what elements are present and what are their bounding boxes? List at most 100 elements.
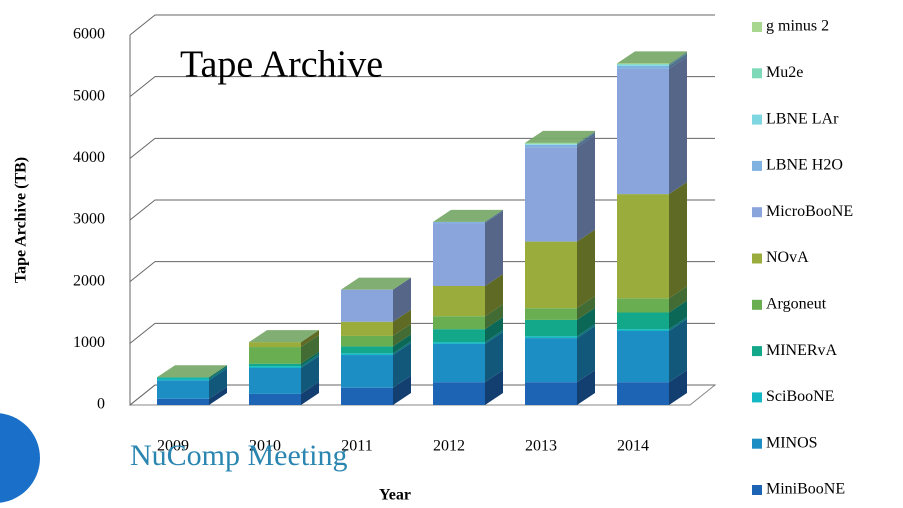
bar-segment <box>525 338 577 383</box>
bar-segment <box>617 194 669 299</box>
bar-segment <box>341 321 393 336</box>
bar-side <box>209 386 227 405</box>
bar-side <box>669 300 687 330</box>
bar-side <box>393 343 411 388</box>
bar-segment <box>525 147 577 242</box>
x-tick-label: 2012 <box>433 438 465 455</box>
bar-side <box>669 51 687 64</box>
bar-side <box>209 365 227 379</box>
bar-segment <box>157 377 209 379</box>
bar-side <box>393 334 411 354</box>
bar-segment <box>617 382 669 405</box>
bar-side <box>669 51 687 65</box>
bar-side <box>209 366 227 381</box>
bar-segment <box>157 380 209 399</box>
bar-top <box>433 209 503 222</box>
bar-side <box>577 326 595 383</box>
bar-segment <box>157 378 209 381</box>
bar-side <box>393 323 411 347</box>
bar-segment <box>433 223 485 286</box>
bar-segment <box>249 393 301 405</box>
bar-segment <box>617 329 669 331</box>
bar-segment <box>525 319 577 337</box>
bar-side <box>577 131 595 145</box>
bar-segment <box>433 316 485 330</box>
bar-segment <box>525 144 577 145</box>
bar-side <box>485 370 503 405</box>
y-tick-label: 5000 <box>73 87 105 104</box>
bar-side <box>209 368 227 399</box>
bar-side <box>669 53 687 69</box>
bar-segment <box>617 312 669 330</box>
bar-segment <box>525 142 577 144</box>
bar-segment <box>433 342 485 344</box>
legend-swatch <box>752 68 762 79</box>
bar-side <box>577 370 595 405</box>
bar-segment <box>617 65 669 69</box>
bar-side <box>577 324 595 339</box>
bar-side <box>301 351 319 367</box>
bar-top <box>617 51 687 64</box>
bar-segment <box>433 285 485 317</box>
x-tick-label: 2009 <box>157 438 189 455</box>
legend-label: MINOS <box>766 434 818 451</box>
bar-side <box>393 277 411 322</box>
bar-segment <box>525 144 577 148</box>
legend-swatch <box>752 253 762 264</box>
bar-segment <box>617 298 669 313</box>
bar-side <box>301 381 319 405</box>
bar-segment <box>617 68 669 195</box>
bar-segment <box>433 343 485 383</box>
y-tick-label: 2000 <box>73 272 105 289</box>
bar-segment <box>617 64 669 66</box>
bar-segment <box>249 342 301 348</box>
x-axis-label: Year <box>379 487 411 504</box>
legend-label: Mu2e <box>766 64 803 81</box>
bar-side <box>577 130 595 144</box>
bar-segment <box>433 221 485 224</box>
bar-segment <box>341 355 393 388</box>
bar-side <box>485 209 503 224</box>
bar-segment <box>617 63 669 65</box>
bar-top <box>525 130 595 143</box>
bar-side <box>669 370 687 405</box>
bar-side <box>669 52 687 66</box>
bar-top <box>249 330 319 343</box>
x-tick-label: 2010 <box>249 438 281 455</box>
bar-segment <box>617 331 669 383</box>
bar-side <box>577 132 595 148</box>
y-tick-label: 6000 <box>73 26 105 43</box>
legend-label: Argoneut <box>766 295 827 312</box>
bar-side <box>577 132 595 145</box>
bar-side <box>485 330 503 344</box>
legend-label: g minus 2 <box>766 18 829 35</box>
y-axis-label: Tape Archive (TB) <box>13 157 30 283</box>
legend-swatch <box>752 346 762 357</box>
bar-segment <box>525 382 577 405</box>
legend-label: SciBooNE <box>766 388 834 405</box>
bar-side <box>669 56 687 195</box>
annotation: NuComp Meeting <box>130 439 348 472</box>
bar-side <box>485 273 503 317</box>
legend-swatch <box>752 22 762 32</box>
bar-segment <box>341 387 393 405</box>
bar-segment <box>525 308 577 320</box>
bar-top <box>341 277 411 290</box>
legend-swatch <box>752 485 762 495</box>
bar-side <box>669 286 687 313</box>
bar-side <box>393 309 411 336</box>
legend-swatch <box>752 392 762 403</box>
legend-swatch <box>752 160 762 171</box>
grid-line <box>129 14 715 36</box>
bar-segment <box>617 63 669 64</box>
legend-swatch <box>752 299 762 310</box>
bar-side <box>669 319 687 383</box>
bar-segment <box>249 347 301 364</box>
legend-swatch <box>752 438 762 449</box>
legend-label: LBNE LAr <box>766 110 839 127</box>
bar-side <box>393 375 411 405</box>
bar-side <box>577 307 595 337</box>
legend-label: LBNE H2O <box>766 157 843 174</box>
bar-segment <box>249 366 301 368</box>
bar-side <box>301 330 319 348</box>
